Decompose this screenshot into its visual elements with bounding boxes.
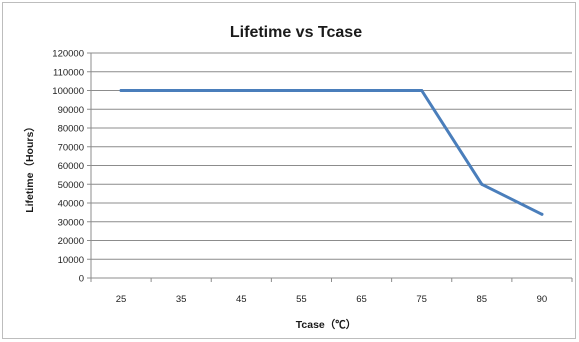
y-tick-label: 60000 — [58, 161, 84, 172]
y-axis-label: Lifetime（Hours） — [23, 121, 36, 213]
y-tick-label: 50000 — [58, 180, 84, 191]
y-tick-label: 40000 — [58, 199, 84, 210]
x-tick-label: 65 — [356, 294, 367, 305]
gridlines — [90, 52, 572, 279]
x-tick-label: 55 — [296, 294, 307, 305]
y-tick-label: 10000 — [58, 255, 84, 266]
y-axis-ticks: 0 10000 20000 30000 40000 50000 60000 70000 8000… — [52, 49, 91, 285]
data-point — [119, 89, 123, 92]
y-tick-label: 30000 — [58, 217, 84, 228]
chart-title: Lifetime vs Tcase — [230, 24, 362, 41]
y-tick-label: 20000 — [58, 236, 84, 247]
x-axis-ticks: 25 35 45 55 65 75 85 90 — [90, 278, 573, 305]
x-tick-label: 90 — [537, 294, 548, 305]
data-point — [179, 89, 183, 92]
y-tick-label: 70000 — [58, 142, 84, 153]
x-tick-label: 35 — [176, 294, 187, 305]
y-tick-label: 0 — [79, 274, 84, 285]
y-tick-label: 80000 — [58, 124, 84, 135]
y-tick-label: 120000 — [52, 49, 84, 60]
x-tick-label: 75 — [416, 294, 427, 305]
y-tick-label: 110000 — [53, 67, 84, 78]
series-lifetime — [119, 89, 544, 216]
x-tick-label: 85 — [477, 294, 488, 305]
x-tick-label: 45 — [236, 294, 247, 305]
y-tick-label: 90000 — [58, 105, 84, 116]
data-point — [360, 89, 364, 92]
chart-frame — [2, 2, 576, 339]
data-point — [420, 89, 424, 92]
x-axis-label: Tcase（℃） — [296, 318, 357, 331]
data-point — [480, 182, 484, 186]
x-tick-label: 25 — [116, 294, 127, 305]
series-line — [119, 89, 544, 216]
data-point — [299, 89, 303, 92]
data-point — [540, 212, 544, 216]
data-point — [239, 89, 243, 92]
y-tick-label: 100000 — [52, 86, 84, 97]
